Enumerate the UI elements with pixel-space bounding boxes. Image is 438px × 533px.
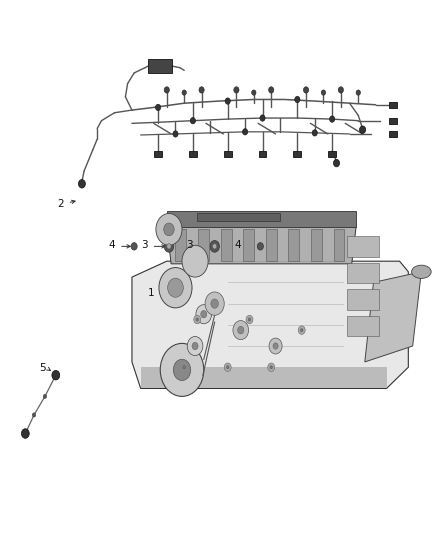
Circle shape [182,245,208,277]
Circle shape [270,366,272,369]
Polygon shape [365,272,421,362]
Circle shape [273,343,278,349]
Polygon shape [141,367,387,389]
Circle shape [167,244,171,249]
Circle shape [312,130,318,136]
Circle shape [192,342,198,350]
Circle shape [196,305,212,324]
Circle shape [243,128,248,135]
Polygon shape [221,229,232,261]
Circle shape [333,159,339,167]
Circle shape [205,292,224,316]
FancyBboxPatch shape [154,151,162,157]
Circle shape [268,87,274,93]
Text: 3: 3 [141,240,148,251]
Circle shape [321,90,325,95]
Circle shape [269,338,282,354]
Circle shape [187,336,203,356]
FancyBboxPatch shape [167,211,356,227]
FancyBboxPatch shape [346,289,379,310]
Circle shape [164,223,174,236]
Circle shape [182,90,186,95]
FancyBboxPatch shape [389,117,397,124]
Polygon shape [132,261,408,389]
Circle shape [156,214,182,245]
FancyBboxPatch shape [148,60,172,72]
Circle shape [329,116,335,122]
Circle shape [32,413,36,417]
Circle shape [224,363,231,372]
Circle shape [183,366,185,369]
Circle shape [21,429,29,438]
Circle shape [164,240,174,252]
FancyBboxPatch shape [224,151,232,157]
Circle shape [211,299,219,308]
Circle shape [173,359,191,381]
Circle shape [131,243,137,250]
Circle shape [43,394,47,399]
Polygon shape [288,229,299,261]
Text: 3: 3 [187,240,193,251]
Circle shape [78,180,85,188]
Polygon shape [167,227,356,264]
Circle shape [173,131,178,137]
Circle shape [238,326,244,334]
Circle shape [234,87,239,93]
Text: 4: 4 [108,240,115,251]
Circle shape [201,311,207,318]
Circle shape [226,366,229,369]
FancyBboxPatch shape [346,316,379,336]
Circle shape [159,268,192,308]
Circle shape [260,115,265,121]
Circle shape [298,326,305,334]
Circle shape [225,98,230,104]
Circle shape [194,316,201,324]
Circle shape [52,370,60,380]
Circle shape [199,87,204,93]
FancyBboxPatch shape [389,131,397,137]
FancyBboxPatch shape [258,151,266,157]
FancyBboxPatch shape [389,102,397,108]
Polygon shape [266,229,277,261]
Text: 1: 1 [148,288,155,298]
Circle shape [356,90,360,95]
Circle shape [160,343,204,397]
Circle shape [338,87,343,93]
Polygon shape [176,229,186,261]
Polygon shape [311,229,322,261]
Text: 4: 4 [234,240,241,251]
Circle shape [295,96,300,103]
FancyBboxPatch shape [328,151,336,157]
Polygon shape [333,229,344,261]
Polygon shape [243,229,254,261]
Circle shape [248,318,251,321]
Circle shape [360,126,366,133]
Circle shape [196,318,198,321]
Circle shape [190,117,195,124]
Circle shape [155,104,161,111]
Circle shape [168,278,184,297]
Circle shape [233,320,249,340]
FancyBboxPatch shape [189,151,197,157]
FancyBboxPatch shape [293,151,301,157]
Circle shape [304,87,309,93]
Circle shape [257,243,263,250]
Circle shape [300,328,303,332]
FancyBboxPatch shape [346,263,379,284]
Polygon shape [197,214,280,221]
Circle shape [212,244,217,249]
Circle shape [181,363,187,372]
Circle shape [246,316,253,324]
FancyBboxPatch shape [346,236,379,257]
Text: 5: 5 [39,364,46,373]
Text: 2: 2 [57,199,64,209]
Polygon shape [198,229,209,261]
Circle shape [252,90,256,95]
Circle shape [268,363,275,372]
Circle shape [164,87,170,93]
Circle shape [210,240,219,252]
Ellipse shape [412,265,431,278]
